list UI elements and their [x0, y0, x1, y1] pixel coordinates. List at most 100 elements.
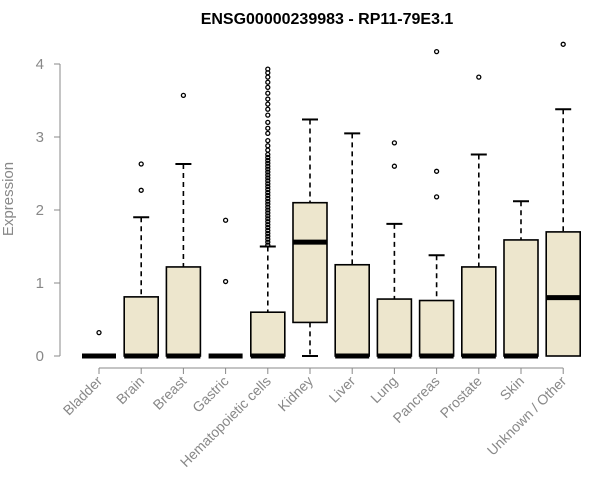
y-tick-label: 1	[36, 275, 44, 292]
outlier-point	[265, 112, 271, 118]
outlier-point	[265, 157, 271, 164]
outlier-point	[265, 233, 271, 239]
outlier-point	[265, 207, 271, 213]
outlier-point	[265, 186, 271, 193]
outlier-point	[433, 168, 440, 174]
outlier-point	[222, 278, 229, 285]
outlier-point	[476, 74, 482, 80]
outlier-point	[265, 106, 271, 112]
outlier-point	[265, 239, 271, 245]
x-tick-label: Lung	[367, 373, 400, 406]
outlier-point	[265, 130, 271, 137]
outlier-point	[433, 48, 440, 55]
x-tick-label: Unknown / Other	[484, 373, 570, 459]
box-group	[503, 200, 539, 359]
box-iqr	[376, 298, 413, 357]
outlier-point	[265, 66, 271, 72]
outlier-point	[265, 172, 271, 178]
outlier-point	[265, 227, 271, 234]
box-group	[292, 118, 328, 357]
outlier-point	[265, 210, 271, 216]
outlier-point	[265, 79, 271, 85]
box-iqr	[250, 311, 286, 357]
box-iqr	[292, 201, 328, 324]
x-tick-label: Bladder	[60, 373, 106, 419]
y-tick-label: 2	[36, 202, 44, 219]
chart-title: ENSG00000239983 - RP11-79E3.1	[201, 11, 454, 28]
box-iqr	[123, 296, 159, 357]
outlier-point	[560, 41, 566, 47]
outlier-point	[96, 329, 102, 336]
x-tick-label: Breast	[150, 373, 190, 413]
outlier-point	[265, 201, 271, 207]
outlier-point	[265, 119, 271, 126]
y-axis-label: Expression	[0, 162, 17, 236]
outlier-point	[433, 194, 440, 200]
box-iqr	[165, 266, 202, 357]
outlier-point	[265, 230, 271, 237]
outlier-point	[265, 213, 271, 219]
box-iqr	[545, 231, 582, 357]
outlier-point	[265, 181, 271, 187]
box-group	[123, 161, 159, 359]
outlier-point	[138, 161, 144, 167]
y-axis: 0 1 2 3 4	[36, 56, 61, 365]
outlier-point	[265, 137, 271, 144]
outlier-point	[391, 163, 398, 169]
outlier-point	[180, 92, 187, 99]
outlier-point	[265, 242, 271, 248]
outlier-point	[265, 189, 271, 196]
outlier-point	[265, 236, 271, 242]
box-group	[460, 74, 497, 359]
outlier-point	[265, 198, 271, 204]
outlier-point	[265, 163, 271, 169]
outlier-point	[265, 90, 271, 96]
box-iqr	[460, 266, 497, 357]
outlier-point	[265, 175, 271, 181]
x-tick-label: Pancreas	[390, 373, 443, 426]
x-tick-label: Skin	[497, 373, 528, 404]
box-group	[208, 217, 243, 359]
box-group	[82, 329, 116, 359]
outlier-point	[265, 84, 271, 91]
outlier-point	[265, 166, 271, 172]
box-group	[165, 92, 202, 359]
x-tick-label: Kidney	[275, 373, 317, 415]
outlier-point	[265, 219, 271, 225]
y-tick-label: 3	[36, 129, 44, 146]
x-tick-label: Brain	[113, 373, 147, 407]
outlier-point	[265, 125, 271, 131]
outlier-point	[265, 96, 271, 102]
outlier-point	[265, 221, 271, 228]
box-group	[334, 132, 371, 359]
outlier-point	[265, 216, 271, 222]
outlier-point	[391, 140, 398, 146]
y-tick-label: 0	[36, 348, 44, 365]
x-tick-label: Prostate	[437, 373, 485, 421]
outlier-point	[222, 217, 229, 223]
y-tick-label: 4	[36, 56, 44, 73]
outlier-point	[265, 101, 271, 107]
outlier-point	[265, 204, 271, 210]
outlier-point	[265, 151, 271, 158]
x-tick-label: Liver	[326, 373, 359, 406]
box-iqr	[503, 239, 539, 357]
outlier-point	[265, 169, 271, 175]
outlier-point	[265, 192, 271, 199]
outlier-point	[265, 224, 271, 231]
outlier-point	[265, 74, 271, 80]
outlier-point	[265, 154, 271, 161]
outlier-point	[265, 195, 271, 201]
box-group	[376, 140, 413, 359]
outlier-point	[265, 183, 271, 190]
box-group	[250, 66, 286, 359]
outlier-point	[138, 187, 144, 193]
outlier-point	[265, 147, 271, 153]
box-iqr	[334, 263, 371, 357]
outlier-point	[265, 178, 271, 184]
box-group	[418, 48, 455, 359]
plot-area	[82, 41, 582, 359]
outlier-point	[265, 143, 271, 149]
